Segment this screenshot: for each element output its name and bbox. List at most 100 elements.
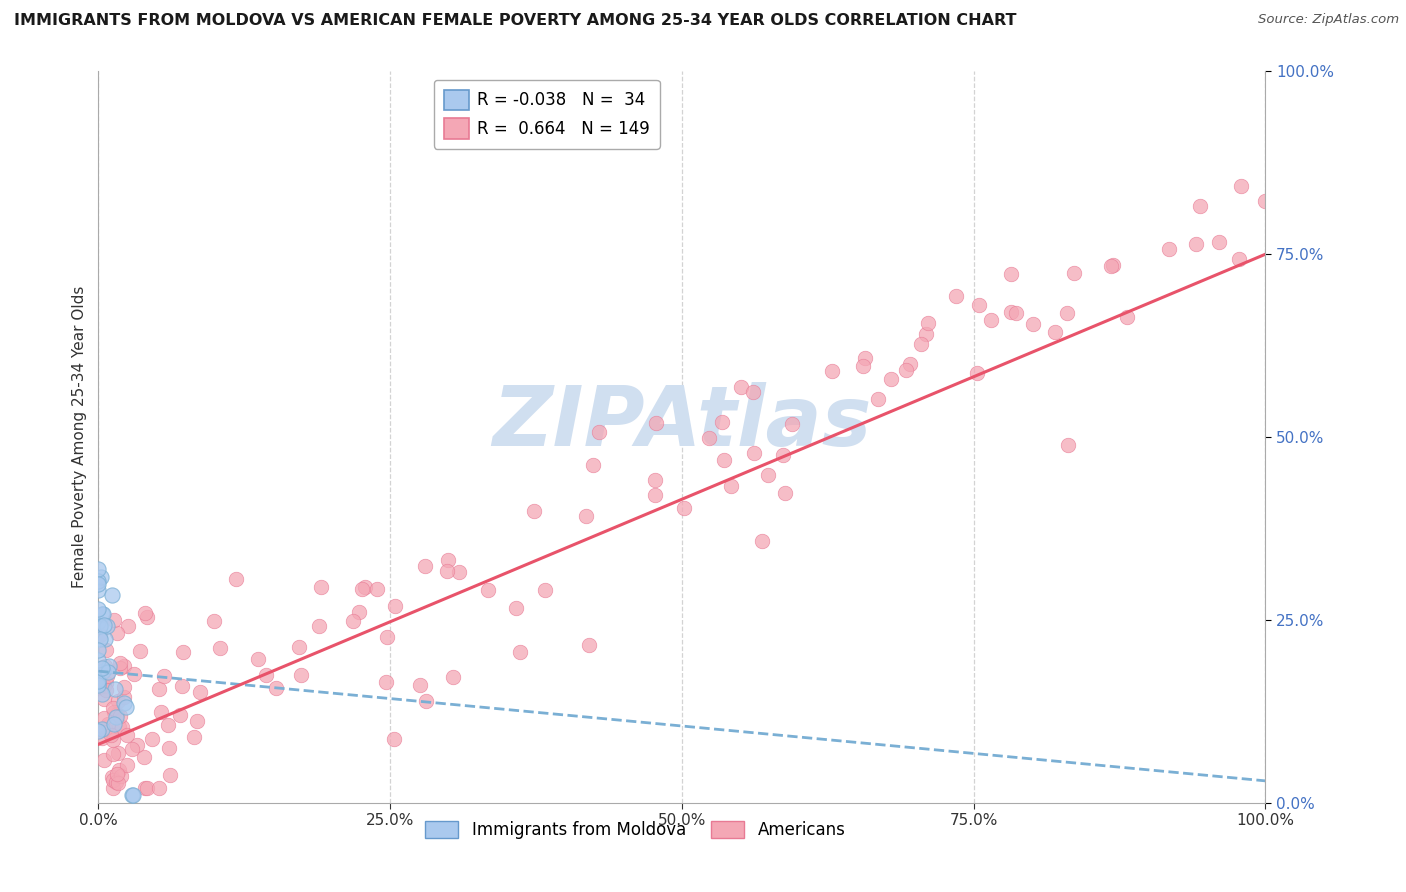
Point	[910, 337, 932, 351]
Point	[87, 680, 110, 694]
Point	[578, 638, 600, 652]
Point	[751, 534, 773, 549]
Point	[110, 656, 132, 670]
Point	[169, 707, 191, 722]
Point	[121, 789, 143, 803]
Point	[246, 651, 269, 665]
Point	[127, 739, 149, 753]
Point	[350, 582, 373, 596]
Point	[186, 714, 208, 728]
Point	[111, 720, 134, 734]
Point	[437, 553, 460, 567]
Point	[287, 640, 309, 654]
Point	[756, 467, 779, 482]
Point	[148, 681, 170, 696]
Point	[1253, 194, 1275, 209]
Point	[382, 731, 405, 746]
Point	[342, 614, 364, 628]
Point	[108, 763, 131, 777]
Point	[89, 632, 111, 646]
Point	[112, 696, 135, 710]
Point	[1056, 438, 1078, 452]
Point	[353, 580, 375, 594]
Point	[851, 359, 873, 373]
Point	[100, 728, 122, 742]
Text: ZIPAtlas: ZIPAtlas	[492, 382, 872, 463]
Point	[308, 619, 330, 633]
Point	[87, 615, 110, 629]
Point	[87, 601, 110, 615]
Point	[87, 643, 110, 657]
Point	[94, 658, 117, 673]
Point	[101, 773, 124, 788]
Point	[94, 683, 117, 698]
Point	[134, 781, 156, 796]
Point	[110, 708, 132, 723]
Point	[782, 417, 804, 431]
Point	[188, 685, 211, 699]
Point	[644, 473, 666, 487]
Point	[93, 711, 115, 725]
Point	[1101, 260, 1123, 274]
Point	[534, 582, 557, 597]
Point	[588, 425, 610, 440]
Point	[1063, 266, 1085, 280]
Point	[107, 720, 129, 734]
Point	[375, 630, 398, 644]
Point	[87, 574, 110, 588]
Point	[1005, 305, 1028, 319]
Point	[105, 709, 128, 723]
Point	[105, 767, 128, 781]
Point	[101, 781, 124, 796]
Point	[96, 669, 118, 683]
Point	[309, 580, 332, 594]
Point	[966, 366, 988, 380]
Point	[1056, 306, 1078, 320]
Point	[121, 741, 143, 756]
Point	[110, 768, 132, 782]
Point	[742, 384, 765, 399]
Point	[523, 504, 546, 518]
Text: IMMIGRANTS FROM MOLDOVA VS AMERICAN FEMALE POVERTY AMONG 25-34 YEAR OLDS CORRELA: IMMIGRANTS FROM MOLDOVA VS AMERICAN FEMA…	[14, 13, 1017, 29]
Point	[101, 770, 124, 784]
Point	[853, 351, 876, 366]
Point	[509, 644, 531, 658]
Point	[1185, 236, 1208, 251]
Point	[699, 431, 721, 445]
Point	[202, 614, 225, 628]
Point	[645, 416, 668, 430]
Point	[103, 732, 125, 747]
Point	[581, 458, 603, 472]
Point	[148, 781, 170, 796]
Point	[103, 613, 125, 627]
Point	[152, 669, 174, 683]
Point	[366, 582, 388, 596]
Point	[415, 694, 437, 708]
Point	[159, 768, 181, 782]
Point	[115, 728, 138, 742]
Legend: Immigrants from Moldova, Americans: Immigrants from Moldova, Americans	[419, 814, 852, 846]
Point	[225, 572, 247, 586]
Point	[105, 625, 128, 640]
Point	[441, 670, 464, 684]
Point	[710, 416, 733, 430]
Point	[945, 289, 967, 303]
Point	[136, 609, 159, 624]
Point	[917, 316, 939, 330]
Point	[96, 716, 118, 731]
Y-axis label: Female Poverty Among 25-34 Year Olds: Female Poverty Among 25-34 Year Olds	[72, 286, 87, 588]
Point	[1102, 258, 1125, 272]
Point	[112, 690, 135, 704]
Point	[742, 446, 765, 460]
Point	[93, 692, 115, 706]
Point	[409, 678, 432, 692]
Point	[914, 326, 936, 341]
Point	[141, 732, 163, 747]
Point	[1043, 325, 1066, 339]
Point	[112, 659, 135, 673]
Point	[866, 392, 889, 406]
Point	[1188, 199, 1211, 213]
Point	[1115, 310, 1137, 325]
Point	[575, 509, 598, 524]
Point	[91, 607, 114, 621]
